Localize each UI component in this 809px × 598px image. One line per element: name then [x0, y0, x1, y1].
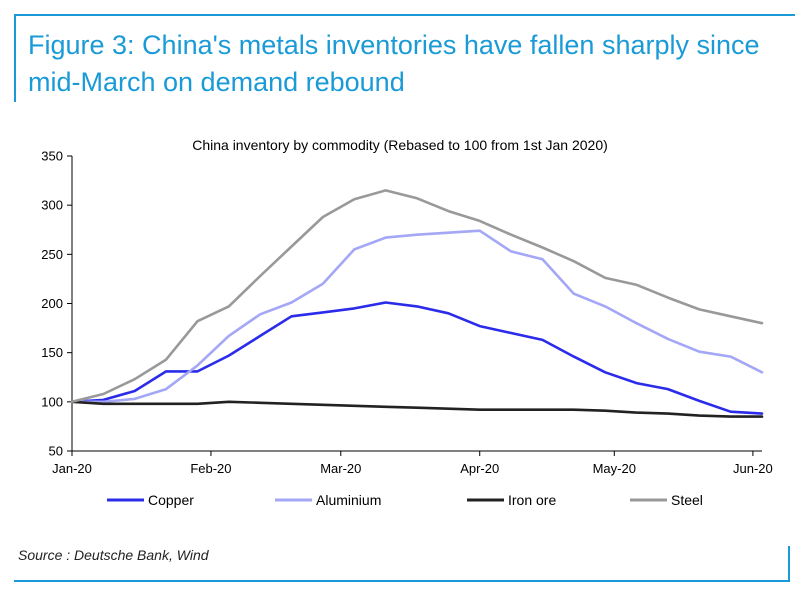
series-line-steel: [70, 189, 764, 404]
y-tick-label-100: 100: [41, 394, 63, 409]
chart-title: China inventory by commodity (Rebased to…: [192, 137, 608, 153]
x-tick-label-Apr-20: Apr-20: [460, 461, 499, 476]
y-tick-label-350: 350: [41, 149, 63, 164]
figure-title: Figure 3: China's metals inventories hav…: [28, 30, 760, 97]
series-line-copper: [70, 301, 764, 415]
y-tick-label-300: 300: [41, 198, 63, 213]
legend-label-iron-ore: Iron ore: [508, 492, 556, 508]
x-tick-label-Jun-20: Jun-20: [733, 461, 773, 476]
legend-label-aluminium: Aluminium: [316, 492, 381, 508]
x-tick-label-May-20: May-20: [593, 461, 636, 476]
y-tick-label-150: 150: [41, 345, 63, 360]
frame-top-rule: [14, 14, 795, 16]
y-tick-label-250: 250: [41, 247, 63, 262]
frame-right-rule: [788, 546, 790, 582]
x-tick-label-Jan-20: Jan-20: [52, 461, 92, 476]
legend-label-steel: Steel: [671, 492, 703, 508]
y-tick-label-50: 50: [49, 444, 63, 459]
x-tick-label-Feb-20: Feb-20: [190, 461, 231, 476]
series-line-iron-ore: [70, 400, 764, 418]
frame-left-rule: [14, 14, 16, 102]
legend-label-copper: Copper: [148, 492, 194, 508]
frame-bottom-rule: [14, 580, 790, 582]
series-line-aluminium: [70, 229, 764, 404]
chart-axes: 50 100 150 200 250 300 350 Jan-20 Feb-20 Mar-20 Ap…: [41, 149, 772, 477]
chart-series: [70, 189, 764, 418]
source-note: Source : Deutsche Bank, Wind: [18, 547, 209, 563]
x-tick-label-Mar-20: Mar-20: [320, 461, 361, 476]
y-tick-label-200: 200: [41, 296, 63, 311]
chart-legend: Copper Aluminium Iron ore Steel: [107, 492, 703, 508]
